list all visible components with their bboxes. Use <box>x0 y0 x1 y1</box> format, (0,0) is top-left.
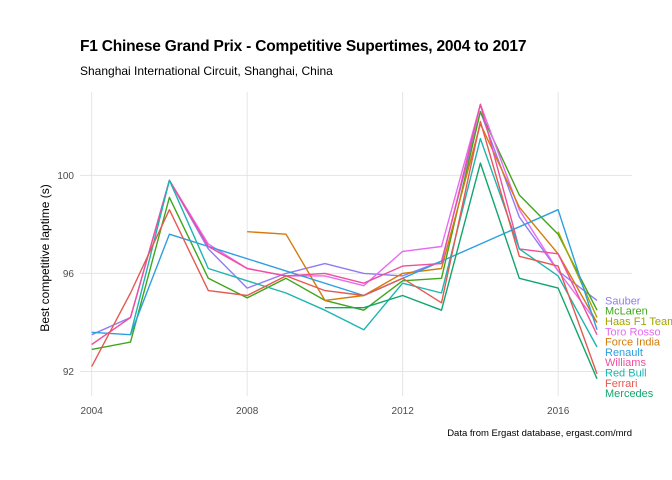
series-label-renault: Renault <box>605 347 643 359</box>
y-tick-label: 100 <box>57 171 74 182</box>
series-line-toro-rosso <box>168 103 598 323</box>
series-label-red-bull: Red Bull <box>605 367 647 379</box>
series-line-force-india <box>247 123 598 323</box>
x-tick-label: 2012 <box>392 406 415 417</box>
series-label-mclaren: McLaren <box>605 306 648 318</box>
series-line-ferrari <box>91 120 598 375</box>
chart-caption: Data from Ergast database, ergast.com/mr… <box>447 428 632 439</box>
series-line-sauber <box>91 110 598 336</box>
series-line-renault <box>91 208 598 336</box>
x-tick-label: 2016 <box>547 406 570 417</box>
series-label-force-india: Force India <box>605 337 661 349</box>
x-tick-label: 2004 <box>81 406 104 417</box>
series-line-mclaren <box>91 110 598 351</box>
series-label-haas-f1-team: Haas F1 Team <box>605 316 672 328</box>
series-label-mercedes: Mercedes <box>605 388 654 400</box>
chart-title: F1 Chinese Grand Prix - Competitive Supe… <box>80 38 527 55</box>
series-label-toro-rosso: Toro Rosso <box>605 326 661 338</box>
axis-ticks: 2004 2008 2012 2016 92 96 100 <box>57 171 569 417</box>
series-line-mercedes <box>324 162 598 380</box>
series-line-haas-f1-team <box>557 231 598 318</box>
y-tick-label: 96 <box>63 269 75 280</box>
series-line-red-bull <box>129 137 598 348</box>
series-label-ferrari: Ferrari <box>605 378 637 390</box>
series-lines <box>91 103 598 380</box>
series-label-sauber: Sauber <box>605 295 641 307</box>
series-label-williams: Williams <box>605 357 646 369</box>
chart-subtitle: Shanghai International Circuit, Shanghai… <box>80 64 333 78</box>
x-tick-label: 2008 <box>236 406 259 417</box>
grid-lines <box>80 92 632 396</box>
series-line-williams <box>91 103 598 346</box>
y-axis-title: Best competitive laptime (s) <box>38 184 52 331</box>
y-tick-label: 92 <box>63 367 75 378</box>
